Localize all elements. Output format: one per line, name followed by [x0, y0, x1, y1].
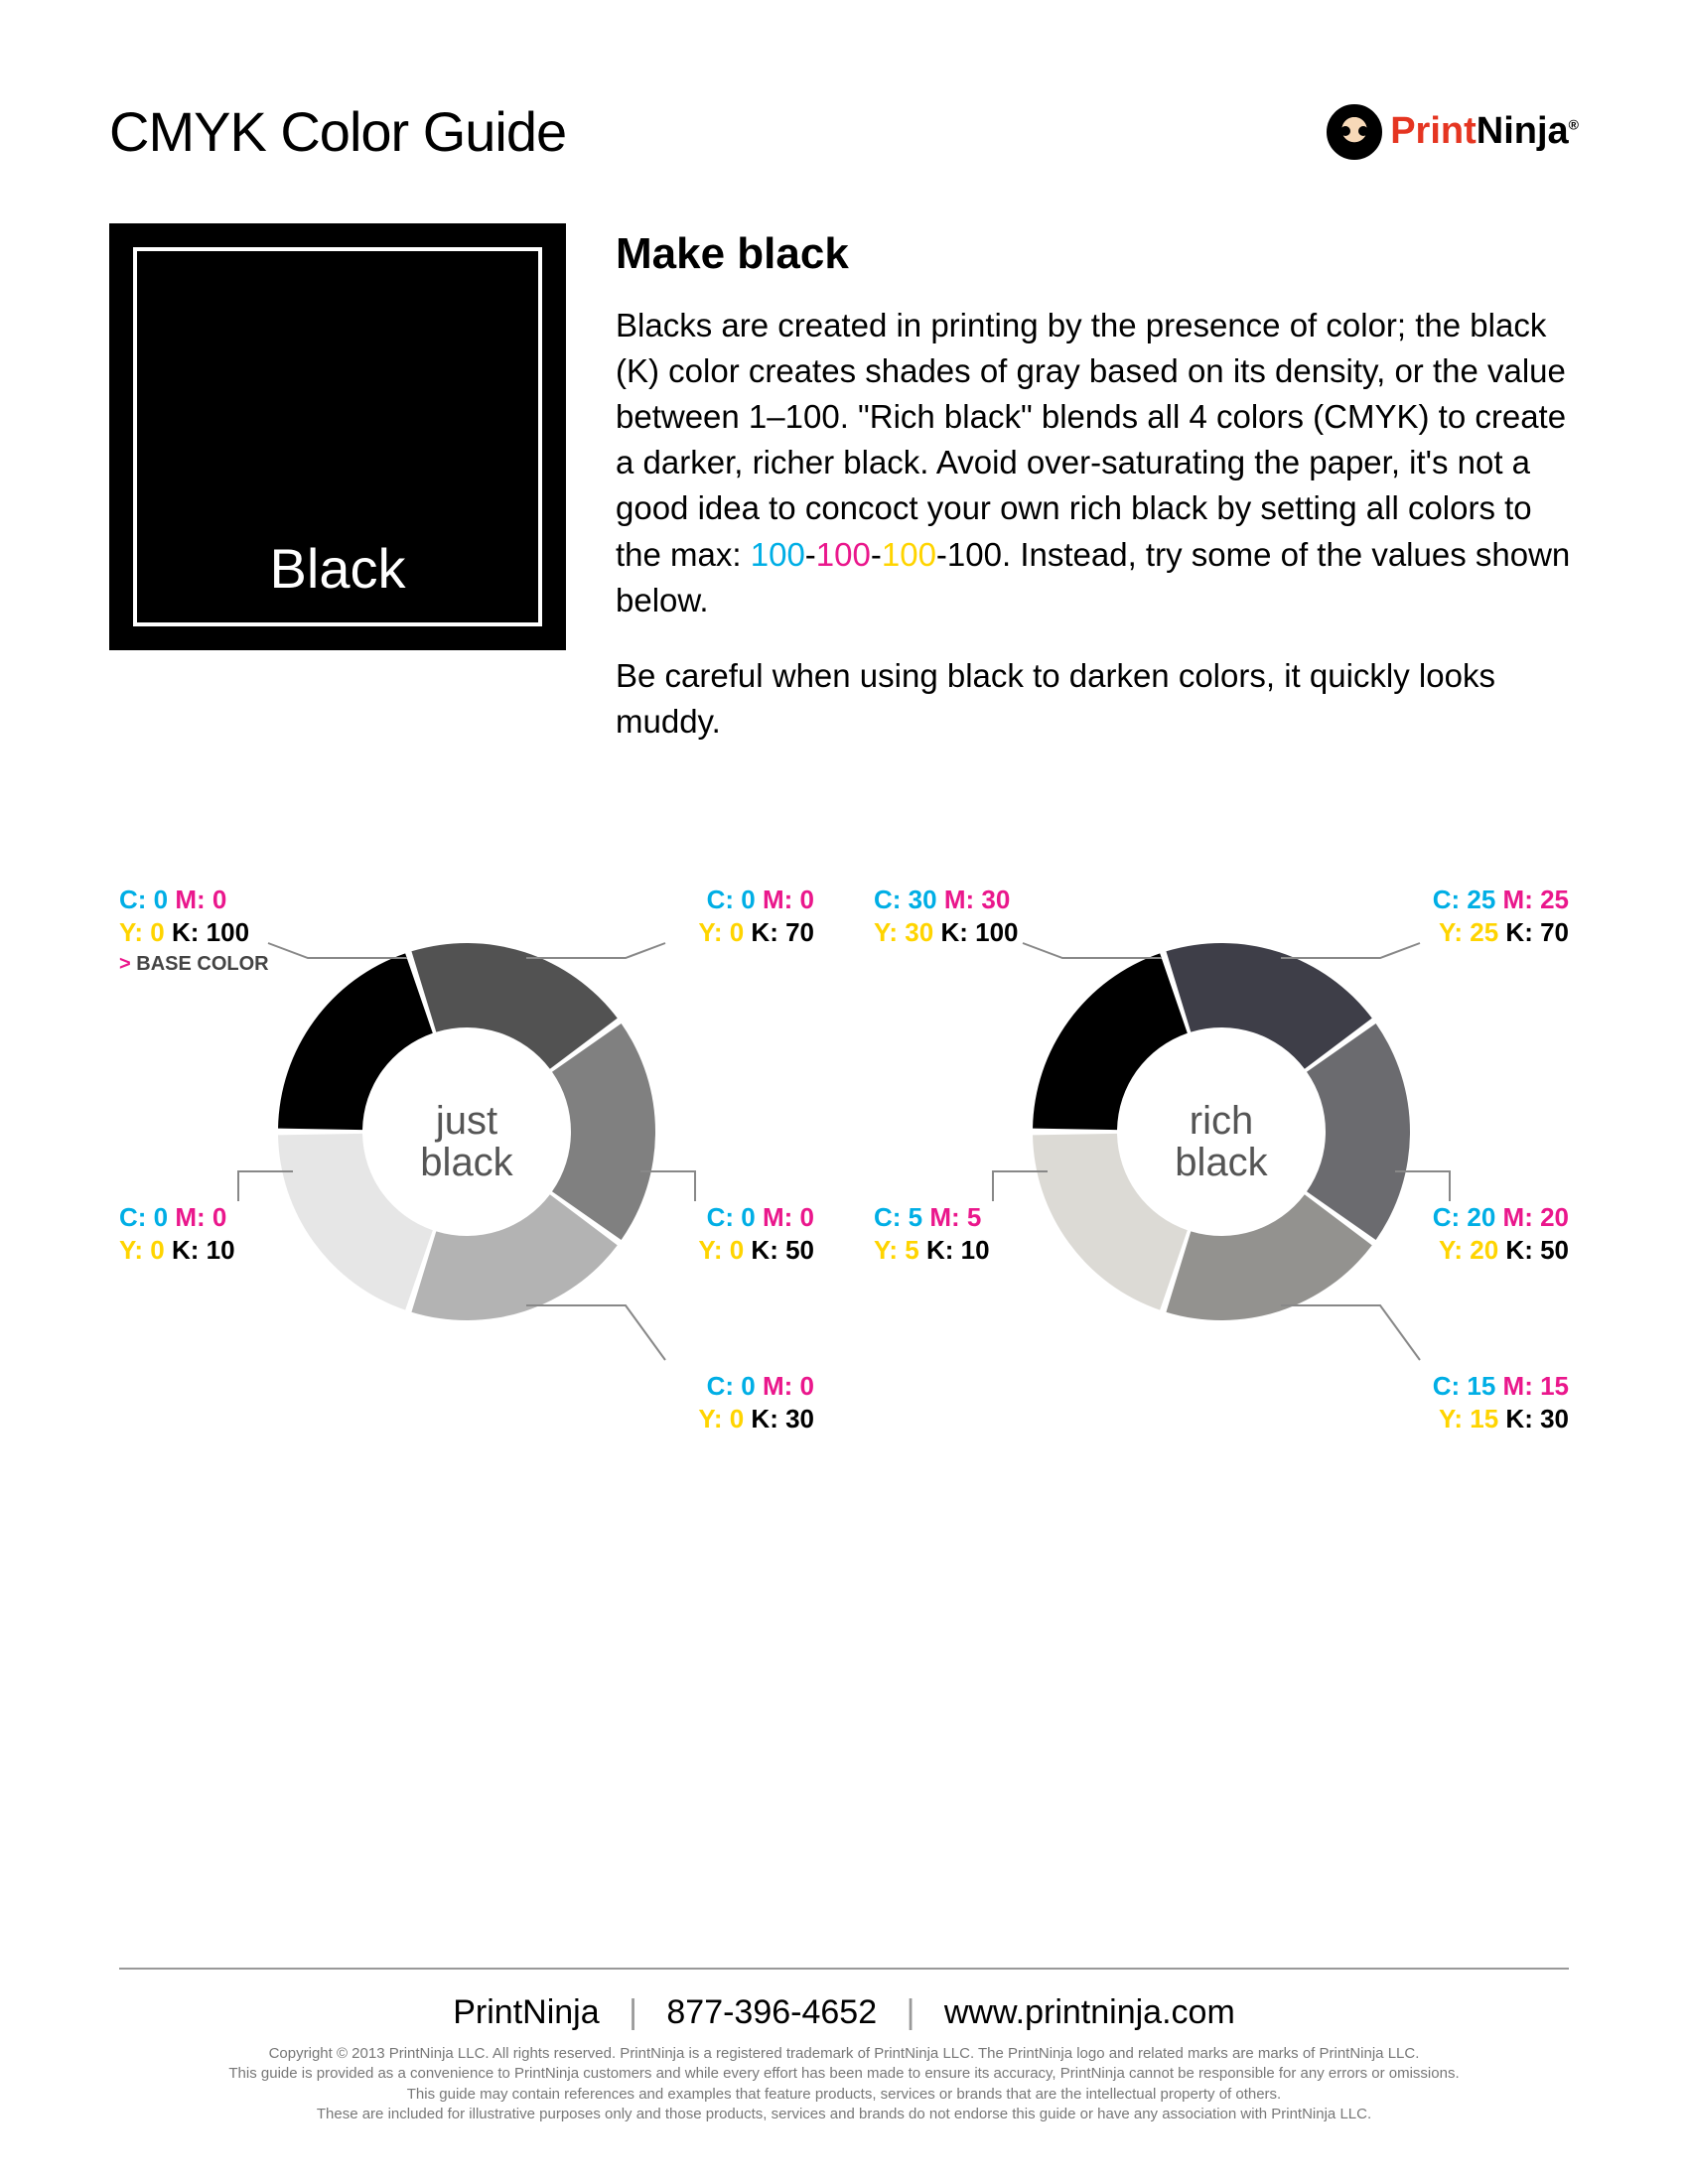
- intro-section: Black Make black Blacks are created in p…: [109, 223, 1579, 774]
- wheel-center-label: richblack: [1175, 1100, 1267, 1183]
- cmyk-values: C: 0 M: 0Y: 0 K: 100> BASE COLOR: [119, 884, 269, 977]
- wheels-row: justblack C: 0 M: 0Y: 0 K: 100> BASE COLO…: [109, 864, 1579, 1420]
- leader-line: [268, 943, 407, 958]
- footer-contact: PrintNinja | 877-396-4652 | www.printnin…: [119, 1993, 1569, 2032]
- footer-fineprint: Copyright © 2013 PrintNinja LLC. All rig…: [119, 2044, 1569, 2124]
- donut-segment: [1033, 1134, 1188, 1310]
- page-header: CMYK Color Guide PrintNinja®: [109, 99, 1579, 164]
- donut-segment: [552, 1024, 655, 1240]
- cmyk-values: C: 0 M: 0Y: 0 K: 70: [698, 884, 814, 948]
- wheel-center-label: justblack: [420, 1100, 512, 1183]
- cmyk-values: C: 20 M: 20Y: 20 K: 50: [1433, 1201, 1569, 1266]
- brand-logo: PrintNinja®: [1327, 104, 1579, 160]
- brand-part2: Ninja: [1477, 110, 1569, 152]
- article-p1: Blacks are created in printing by the pr…: [616, 303, 1579, 623]
- brand-part1: Print: [1390, 110, 1477, 152]
- cmyk-values: C: 5 M: 5Y: 5 K: 10: [874, 1201, 990, 1266]
- black-swatch: Black: [109, 223, 566, 650]
- donut-segment: [1307, 1024, 1410, 1240]
- article-p2: Be careful when using black to darken co…: [616, 653, 1579, 745]
- intro-text: Make black Blacks are created in printin…: [616, 223, 1579, 774]
- wheel-just-black: justblack C: 0 M: 0Y: 0 K: 100> BASE COLO…: [109, 864, 824, 1420]
- leader-line: [1281, 943, 1420, 958]
- donut-segment: [278, 954, 433, 1131]
- cmyk-values: C: 0 M: 0Y: 0 K: 10: [119, 1201, 235, 1266]
- leader-line: [1281, 1305, 1420, 1360]
- leader-line: [526, 1305, 665, 1360]
- cmyk-values: C: 0 M: 0Y: 0 K: 30: [698, 1370, 814, 1434]
- donut-segment: [1033, 954, 1188, 1131]
- cmyk-values: C: 30 M: 30Y: 30 K: 100: [874, 884, 1019, 948]
- article-heading: Make black: [616, 223, 1579, 285]
- wheel-rich-black: richblack C: 30 M: 30Y: 30 K: 100 C: 25 M:…: [864, 864, 1579, 1420]
- cmyk-values: C: 15 M: 15Y: 15 K: 30: [1433, 1370, 1569, 1434]
- donut-segment: [278, 1134, 433, 1310]
- swatch-label: Black: [109, 536, 566, 601]
- footer-divider: [119, 1968, 1569, 1970]
- brand-reg: ®: [1569, 116, 1579, 132]
- cmyk-values: C: 25 M: 25Y: 25 K: 70: [1433, 884, 1569, 948]
- cmyk-values: C: 0 M: 0Y: 0 K: 50: [698, 1201, 814, 1266]
- page-footer: PrintNinja | 877-396-4652 | www.printnin…: [0, 1968, 1688, 2124]
- leader-line: [1023, 943, 1162, 958]
- ninja-icon: [1327, 104, 1382, 160]
- page-title: CMYK Color Guide: [109, 99, 566, 164]
- leader-line: [526, 943, 665, 958]
